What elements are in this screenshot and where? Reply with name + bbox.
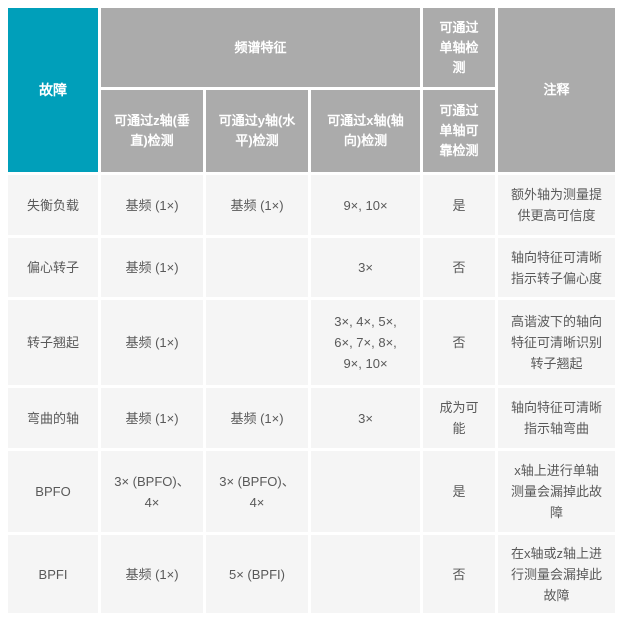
table-header: 故障 频谱特征 可通过单轴检测 注释 可通过z轴(垂直)检测 可通过y轴(水平)… <box>8 8 616 172</box>
table-row: BPFI 基频 (1×) 5× (BPFI) 否 在x轴或z轴上进行测量会漏掉此… <box>8 535 616 613</box>
cell-y-axis: 3× (BPFO)、4× <box>206 451 308 532</box>
cell-fault: 偏心转子 <box>8 238 98 297</box>
cell-x-axis: 3× <box>311 238 421 297</box>
table-row: 弯曲的轴 基频 (1×) 基频 (1×) 3× 成为可能 轴向特征可清晰指示轴弯… <box>8 388 616 448</box>
header-fault: 故障 <box>8 8 98 172</box>
cell-x-axis: 3× <box>311 388 421 448</box>
cell-single-axis: 成为可能 <box>423 388 496 448</box>
cell-note: 高谐波下的轴向特征可清晰识别转子翘起 <box>498 300 616 385</box>
table-body: 失衡负载 基频 (1×) 基频 (1×) 9×, 10× 是 额外轴为测量提供更… <box>8 175 616 613</box>
cell-fault: 失衡负载 <box>8 175 98 235</box>
header-row-top: 故障 频谱特征 可通过单轴检测 注释 <box>8 8 616 172</box>
cell-fault: 转子翘起 <box>8 300 98 385</box>
cell-x-axis <box>311 451 421 532</box>
header-notes: 注释 <box>498 8 616 172</box>
cell-note: 额外轴为测量提供更高可信度 <box>498 175 616 235</box>
header-single-axis: 可通过单轴检测 <box>423 8 496 87</box>
cell-z-axis: 基频 (1×) <box>101 238 203 297</box>
table-row: BPFO 3× (BPFO)、4× 3× (BPFO)、4× 是 x轴上进行单轴… <box>8 451 616 532</box>
header-row-sub: 可通过z轴(垂直)检测 可通过y轴(水平)检测 可通过x轴(轴向)检测 可通过单… <box>8 90 615 172</box>
header-single-axis-reliable: 可通过单轴可靠检测 <box>423 90 496 172</box>
cell-x-axis: 3×, 4×, 5×, 6×, 7×, 8×, 9×, 10× <box>311 300 421 385</box>
cell-note: 轴向特征可清晰指示轴弯曲 <box>498 388 616 448</box>
cell-fault: 弯曲的轴 <box>8 388 98 448</box>
cell-fault: BPFO <box>8 451 98 532</box>
cell-z-axis: 3× (BPFO)、4× <box>101 451 203 532</box>
cell-single-axis: 是 <box>423 175 496 235</box>
cell-single-axis: 否 <box>423 238 496 297</box>
cell-single-axis: 是 <box>423 451 496 532</box>
cell-y-axis <box>206 238 308 297</box>
header-y-axis: 可通过y轴(水平)检测 <box>206 90 308 172</box>
header-x-axis: 可通过x轴(轴向)检测 <box>311 90 421 172</box>
cell-y-axis: 5× (BPFI) <box>206 535 308 613</box>
cell-y-axis: 基频 (1×) <box>206 388 308 448</box>
header-z-axis: 可通过z轴(垂直)检测 <box>101 90 203 172</box>
cell-z-axis: 基频 (1×) <box>101 535 203 613</box>
cell-note: x轴上进行单轴测量会漏掉此故障 <box>498 451 616 532</box>
cell-x-axis <box>311 535 421 613</box>
fault-detection-table: 故障 频谱特征 可通过单轴检测 注释 可通过z轴(垂直)检测 可通过y轴(水平)… <box>5 5 617 616</box>
cell-fault: BPFI <box>8 535 98 613</box>
table-row: 偏心转子 基频 (1×) 3× 否 轴向特征可清晰指示转子偏心度 <box>8 238 616 297</box>
cell-note: 轴向特征可清晰指示转子偏心度 <box>498 238 616 297</box>
header-spectral-group: 频谱特征 <box>101 8 421 87</box>
table-row: 失衡负载 基频 (1×) 基频 (1×) 9×, 10× 是 额外轴为测量提供更… <box>8 175 616 235</box>
cell-single-axis: 否 <box>423 300 496 385</box>
cell-y-axis <box>206 300 308 385</box>
cell-note: 在x轴或z轴上进行测量会漏掉此故障 <box>498 535 616 613</box>
cell-single-axis: 否 <box>423 535 496 613</box>
cell-z-axis: 基频 (1×) <box>101 300 203 385</box>
cell-x-axis: 9×, 10× <box>311 175 421 235</box>
cell-y-axis: 基频 (1×) <box>206 175 308 235</box>
cell-z-axis: 基频 (1×) <box>101 388 203 448</box>
table-row: 转子翘起 基频 (1×) 3×, 4×, 5×, 6×, 7×, 8×, 9×,… <box>8 300 616 385</box>
cell-z-axis: 基频 (1×) <box>101 175 203 235</box>
